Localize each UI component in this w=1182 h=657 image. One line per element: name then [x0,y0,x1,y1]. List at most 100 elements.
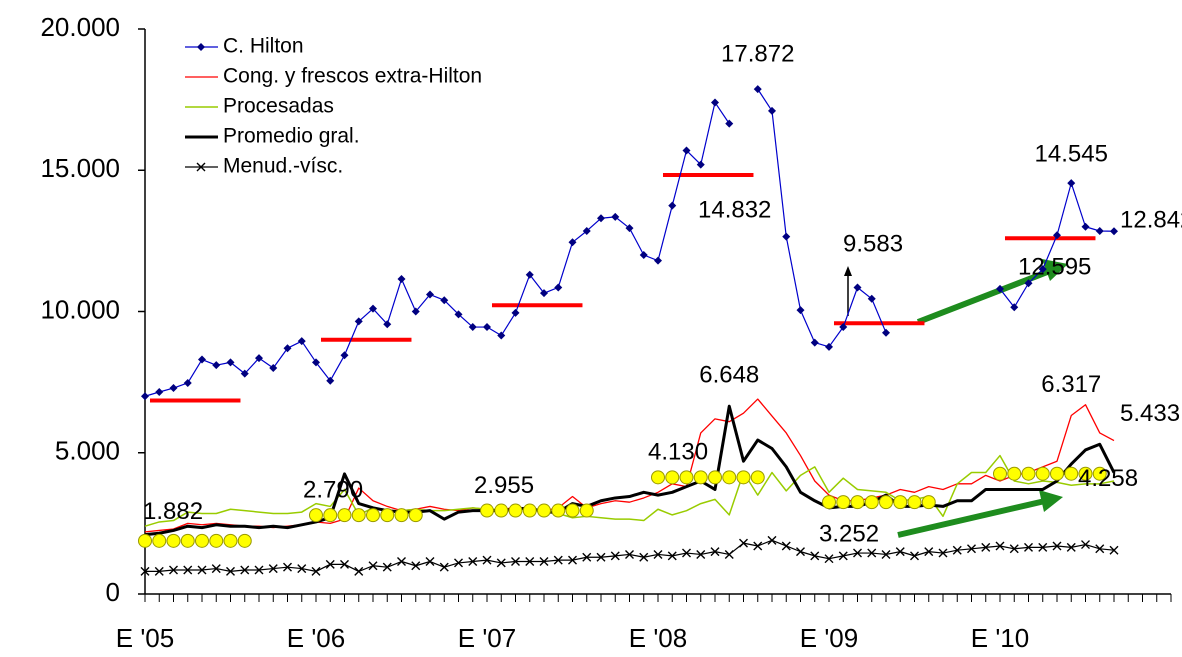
point-marker [468,323,477,332]
annual-average-dot [195,533,209,548]
point-marker [838,551,848,561]
legend-label: Cong. y frescos extra-Hilton [223,65,482,88]
x-tick-label: E '06 [287,623,345,653]
point-marker [198,355,206,364]
annual-average-dot [494,503,509,518]
y-tick-label: 15.000 [40,153,120,183]
point-marker [839,323,848,332]
legend-item: C. Hilton [185,35,304,58]
legend-label: Promedio gral. [223,125,360,148]
point-marker [1109,545,1119,555]
point-marker [454,310,463,319]
point-marker [497,331,506,340]
average-label: 3.252 [819,520,879,547]
point-marker [426,290,434,299]
point-marker [810,338,819,347]
point-marker [425,557,435,567]
point-marker [511,308,520,317]
point-marker [183,565,193,575]
annual-average-dot [237,533,252,548]
x-tick-label: E '09 [800,623,858,653]
annual-average-dot [693,470,708,485]
point-marker [981,542,991,552]
point-marker [354,566,364,576]
point-marker [667,551,677,561]
point-marker [1038,265,1047,274]
data-label: 12.842 [1120,207,1182,234]
annual-average-dot [1021,466,1036,481]
point-marker [881,549,891,559]
annual-average-dot [893,495,908,510]
average-label: 2.790 [303,477,363,504]
point-marker [682,548,691,558]
point-marker [768,106,776,115]
point-marker [825,342,833,351]
data-label: 14.545 [1035,140,1108,167]
point-marker [1024,542,1033,552]
point-marker [653,549,663,559]
point-marker [268,564,278,574]
annual-average-dot [679,470,694,485]
point-marker [753,85,762,94]
point-marker [568,238,577,247]
point-marker [511,557,520,567]
legend-label: C. Hilton [223,35,304,58]
annual-average-dot [579,503,594,518]
point-marker [782,232,791,241]
point-marker [596,552,606,562]
point-marker [895,547,905,557]
point-marker [383,320,392,329]
point-marker [710,547,720,557]
point-marker [226,566,235,576]
point-marker [781,541,791,551]
legend-item: Procesadas [185,95,334,118]
point-marker [141,392,149,401]
annual-average-dot [750,470,765,485]
point-marker [325,559,335,569]
point-marker [739,538,748,548]
point-marker [312,358,320,367]
annual-average-dot [1050,466,1064,481]
y-tick-label: 20.000 [40,12,120,42]
annual-average-dot [1035,466,1050,481]
point-marker [625,549,634,559]
average-label: 14.832 [698,196,771,223]
point-marker [411,561,421,571]
annual-average-dot [166,533,181,548]
trend-arrow [897,498,1046,538]
point-marker [711,98,719,107]
point-marker [1052,541,1062,551]
point-marker [582,552,592,562]
point-marker [525,557,535,567]
annual-average-dot [522,503,537,518]
legend-label: Procesadas [223,95,334,118]
annual-average-dot [907,495,922,510]
annual-average-dot [864,495,879,510]
point-marker [796,306,805,315]
annual-average-dot [708,470,722,485]
arrow-head [1042,259,1068,281]
point-marker [938,548,948,558]
data-label: 17.872 [721,40,794,67]
point-marker [1024,279,1033,288]
annual-average-dot [408,508,423,523]
annual-average-dot [1007,466,1022,481]
point-marker [882,328,890,337]
point-marker [995,541,1005,551]
point-marker [967,544,976,554]
average-label: 1.882 [143,498,203,525]
point-marker [853,283,862,292]
point-marker [582,226,591,235]
point-marker [496,558,506,568]
y-tick-label: 10.000 [40,294,120,324]
point-marker [853,548,862,558]
point-marker [540,289,548,298]
point-marker [639,552,649,562]
point-marker [1009,544,1019,554]
point-marker [767,535,777,545]
point-marker [369,304,377,313]
legend-marker [196,162,206,172]
point-marker [525,270,534,279]
point-marker [1067,179,1076,188]
point-marker [668,201,677,210]
